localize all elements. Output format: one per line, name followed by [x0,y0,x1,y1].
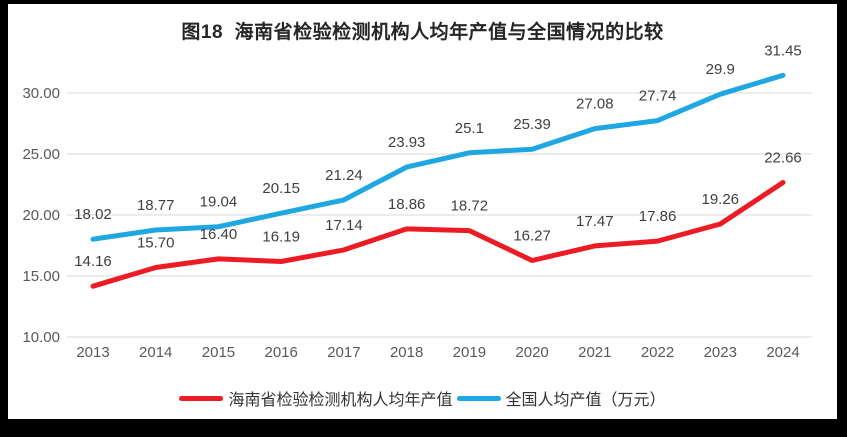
data-label-series-0: 15.70 [137,235,175,252]
data-label-series-1: 19.04 [200,194,238,211]
legend-label-national: 全国人均产值（万元） [505,392,666,409]
x-axis-tick-label: 2019 [453,344,486,361]
data-label-series-0: 17.47 [576,213,614,230]
x-axis-tick-label: 2016 [264,344,297,361]
data-label-series-1: 20.15 [262,180,300,197]
x-axis-tick-label: 2020 [515,344,548,361]
y-axis-tick-label: 30.00 [22,85,60,102]
y-axis-tick-label: 15.00 [22,268,60,285]
x-axis-tick-label: 2023 [704,344,737,361]
data-label-series-1: 25.39 [513,116,551,133]
chart-area: 图18 海南省检验检测机构人均年产值与全国情况的比较 10.00 15.00 20.… [8,4,837,419]
data-label-series-1: 18.77 [137,197,175,214]
series-line-1 [90,72,786,242]
x-axis-tick-label: 2013 [76,344,109,361]
data-label-series-0: 16.27 [513,228,551,245]
legend-label-hainan: 海南省检验检测机构人均年产值 [228,392,453,409]
x-axis-tick-label: 2022 [641,344,674,361]
legend-line-blue [456,395,501,401]
data-label-series-0: 16.40 [200,226,238,243]
y-axis-tick-label: 20.00 [22,207,60,224]
data-label-series-1: 29.9 [706,61,735,78]
data-label-series-0: 17.86 [639,208,677,225]
data-label-series-0: 18.86 [388,196,426,213]
data-label-series-0: 17.14 [325,217,363,234]
x-axis-tick-label: 2017 [327,344,360,361]
data-label-series-0: 18.72 [451,198,489,215]
data-label-series-1: 27.08 [576,96,614,113]
chart-title: 图18 海南省检验检测机构人均年产值与全国情况的比较 [181,22,664,43]
data-label-series-0: 16.19 [262,229,300,246]
legend-item-hainan: 海南省检验检测机构人均年产值 [179,386,453,410]
x-axis-tick-label: 2015 [202,344,235,361]
data-label-series-1: 25.1 [455,120,484,137]
legend-line-red [179,395,224,401]
legend: 海南省检验检测机构人均年产值 全国人均产值（万元） [8,386,837,410]
data-label-series-0: 19.26 [701,191,739,208]
x-axis-tick-label: 2024 [766,344,799,361]
data-label-series-1: 18.02 [74,206,112,223]
data-label-series-1: 27.74 [639,88,677,105]
y-axis-tick-label: 25.00 [22,146,60,163]
data-label-series-0: 22.66 [764,150,802,167]
data-label-series-0: 14.16 [74,253,112,270]
x-axis-tick-label: 2014 [139,344,172,361]
series-line-0 [90,180,786,289]
x-axis-tick-label: 2018 [390,344,423,361]
legend-item-national: 全国人均产值（万元） [456,386,666,410]
data-label-series-1: 21.24 [325,167,363,184]
y-axis-tick-label: 10.00 [22,329,60,346]
x-axis-tick-label: 2021 [578,344,611,361]
data-label-series-1: 31.45 [764,42,802,59]
data-label-series-1: 23.93 [388,134,426,151]
